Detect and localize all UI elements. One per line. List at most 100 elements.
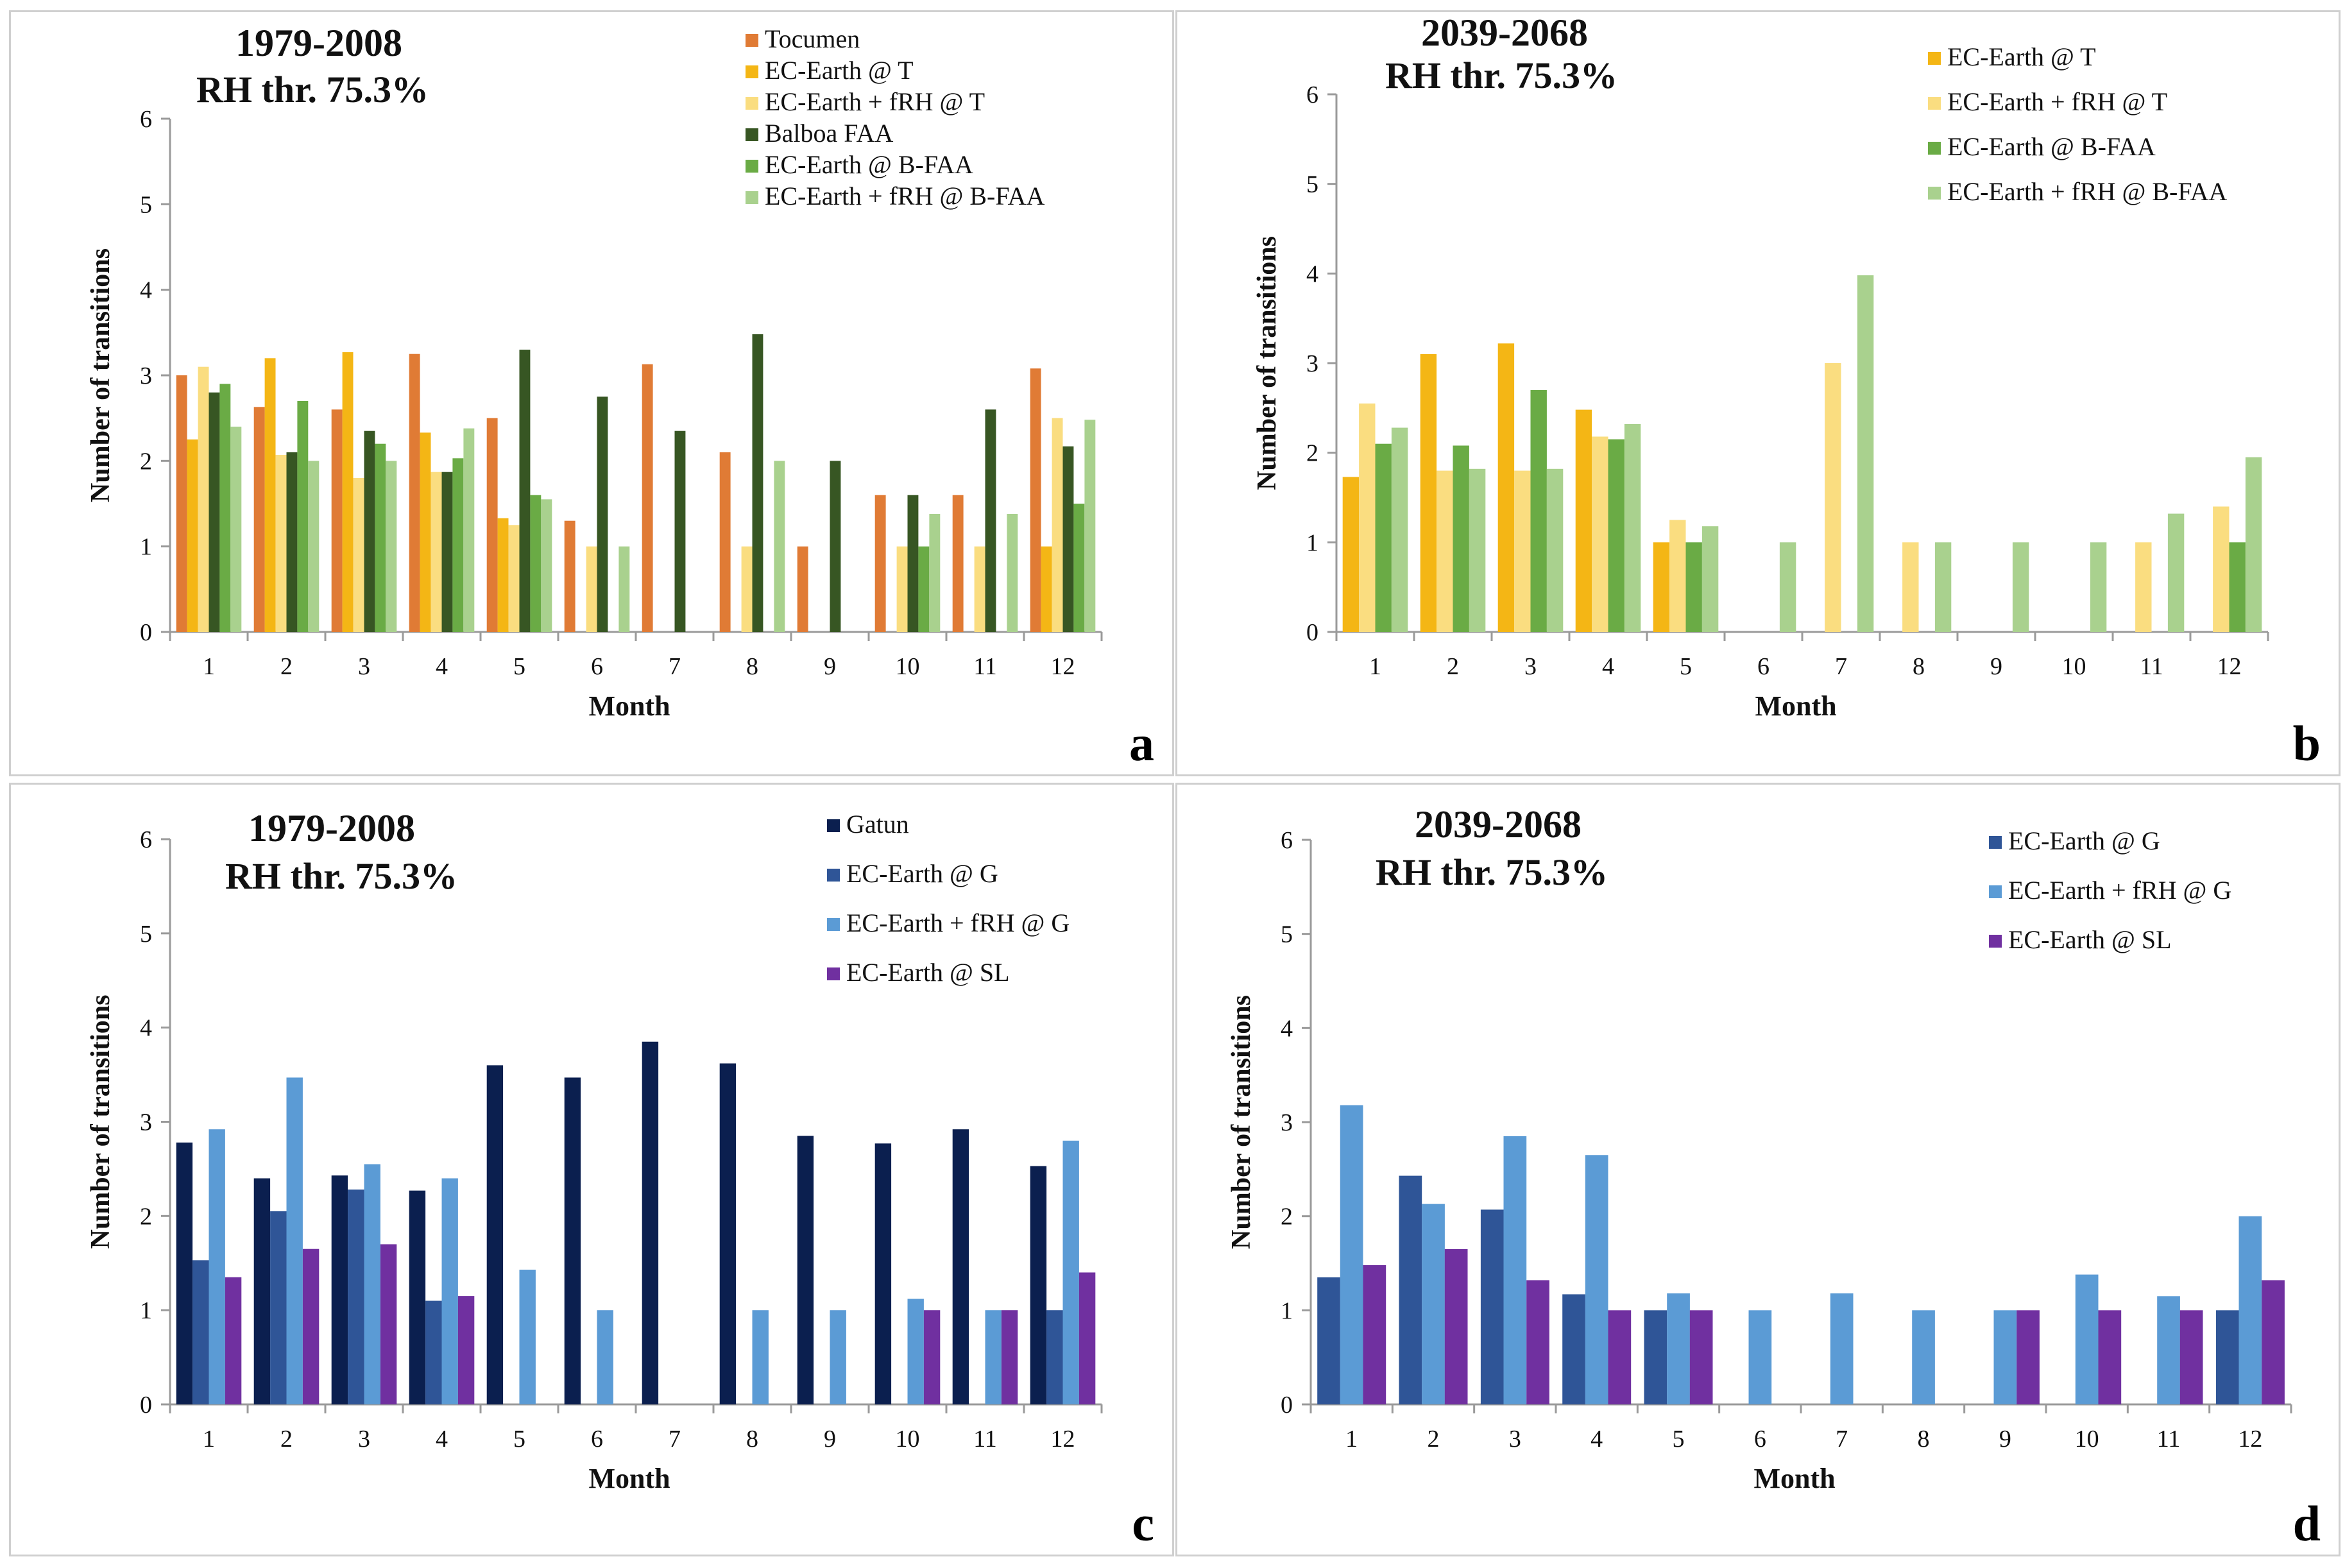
bar-ec-earth-t <box>1497 343 1515 632</box>
x-tick-label: 5 <box>513 1426 525 1453</box>
bar-gatun <box>253 1178 271 1404</box>
bar-ec-earth-sl <box>1526 1280 1549 1404</box>
x-tick-label: 7 <box>1835 653 1847 680</box>
bar-ec-earth-frh-t <box>2213 506 2230 632</box>
bar-ec-earth-sl <box>1001 1310 1018 1404</box>
bar-balboa-faa <box>286 452 298 632</box>
bar-ec-earth-g <box>2215 1310 2239 1404</box>
legend-swatch <box>1989 935 2002 948</box>
y-tick-label: 1 <box>1306 529 1318 556</box>
bar-tocumen <box>409 354 420 632</box>
bar-gatun <box>719 1063 737 1404</box>
bar-ec-earth-frh-g <box>441 1178 458 1404</box>
x-tick-label: 12 <box>1051 653 1075 680</box>
bar-balboa-faa <box>597 396 608 632</box>
bar-ec-earth-sl <box>923 1310 941 1404</box>
bar-ec-earth-t <box>1575 409 1592 632</box>
x-tick-label: 4 <box>1590 1426 1603 1453</box>
bar-ec-earth-b-faa <box>530 495 541 632</box>
bar-balboa-faa <box>1062 446 1074 632</box>
bar-balboa-faa <box>441 472 453 632</box>
bar-ec-earth-frh-b-faa <box>386 461 397 632</box>
bar-ec-earth-frh-g <box>1993 1310 2017 1404</box>
y-axis-title: Number of transitions <box>86 995 115 1249</box>
bar-ec-earth-sl <box>302 1248 320 1404</box>
x-tick-label: 10 <box>2075 1426 2099 1453</box>
y-tick-label: 6 <box>140 826 152 853</box>
legend-swatch <box>1928 52 1941 65</box>
bar-ec-earth-t <box>420 432 431 632</box>
panel-letter: c <box>1132 1496 1154 1551</box>
bar-ec-earth-sl <box>457 1296 475 1404</box>
chart-threshold-title: RH thr. 75.3% <box>225 855 457 897</box>
bar-gatun <box>564 1077 581 1404</box>
bar-ec-earth-t <box>1653 542 1670 632</box>
bar-gatun <box>409 1190 426 1404</box>
bar-ec-earth-t <box>1041 546 1052 632</box>
y-tick-label: 2 <box>140 448 152 475</box>
y-tick-label: 4 <box>1306 260 1318 287</box>
y-tick-label: 0 <box>1306 619 1318 646</box>
bar-ec-earth-frh-t <box>508 525 520 632</box>
bar-tocumen <box>331 409 343 632</box>
legend-swatch <box>746 128 758 141</box>
legend-label: Gatun <box>846 810 909 839</box>
bar-ec-earth-frh-g <box>1830 1293 1854 1404</box>
bar-tocumen <box>564 520 576 632</box>
bar-ec-earth-frh-t <box>198 366 209 632</box>
bar-ec-earth-b-faa <box>1530 389 1547 632</box>
x-tick-label: 1 <box>1369 653 1381 680</box>
panel-letter: b <box>2293 715 2321 771</box>
bar-ec-earth-frh-g <box>1422 1204 1445 1404</box>
bar-ec-earth-frh-g <box>597 1310 613 1404</box>
x-tick-label: 9 <box>824 1426 836 1453</box>
y-tick-label: 6 <box>140 106 152 133</box>
legend-label: EC-Earth + fRH @ B-FAA <box>765 182 1045 210</box>
legend-label: EC-Earth + fRH @ G <box>846 908 1070 937</box>
y-tick-label: 0 <box>1281 1392 1293 1419</box>
y-tick-label: 2 <box>1281 1204 1293 1231</box>
bar-ec-earth-b-faa <box>1608 439 1624 632</box>
legend-label: EC-Earth @ SL <box>846 958 1010 987</box>
y-tick-label: 5 <box>1281 921 1293 948</box>
x-tick-label: 7 <box>669 1426 681 1453</box>
legend-swatch <box>827 819 840 832</box>
bar-ec-earth-frh-g <box>830 1310 846 1404</box>
legend-swatch <box>746 65 758 78</box>
bar-ec-earth-b-faa <box>1375 443 1392 632</box>
bar-ec-earth-g <box>1562 1294 1585 1404</box>
bar-ec-earth-b-faa <box>1685 542 1702 632</box>
bar-ec-earth-frh-t <box>1669 520 1686 632</box>
bar-gatun <box>874 1143 892 1404</box>
bar-ec-earth-b-faa <box>1453 445 1469 632</box>
bar-ec-earth-sl <box>1689 1310 1713 1404</box>
bar-ec-earth-b-faa <box>452 458 464 632</box>
y-axis-title: Number of transitions <box>86 248 115 502</box>
bar-ec-earth-sl <box>2179 1310 2203 1404</box>
legend-label: EC-Earth @ B-FAA <box>1947 132 2156 161</box>
y-tick-label: 6 <box>1281 827 1293 854</box>
x-tick-label: 10 <box>896 653 920 680</box>
bar-ec-earth-b-faa <box>297 401 309 632</box>
x-tick-label: 5 <box>1673 1426 1685 1453</box>
y-tick-label: 3 <box>140 362 152 389</box>
legend-label: EC-Earth + fRH @ T <box>1947 87 2167 116</box>
legend-label: EC-Earth @ G <box>2008 826 2160 855</box>
x-axis-title: Month <box>1753 1463 1835 1494</box>
bar-ec-earth-frh-b-faa <box>1701 526 1719 632</box>
bar-ec-earth-frh-t <box>1902 542 1919 632</box>
x-tick-label: 12 <box>1051 1426 1075 1453</box>
legend-label: EC-Earth + fRH @ G <box>2008 876 2231 905</box>
bar-gatun <box>1030 1166 1047 1404</box>
bar-balboa-faa <box>830 461 841 632</box>
bar-ec-earth-t <box>1420 354 1437 632</box>
bar-ec-earth-frh-b-faa <box>2090 542 2107 632</box>
y-tick-label: 3 <box>1281 1109 1293 1136</box>
bar-ec-earth-frh-t <box>974 546 985 632</box>
legend-label: EC-Earth @ B-FAA <box>765 150 973 179</box>
bar-ec-earth-frh-b-faa <box>1934 542 1952 632</box>
bar-ec-earth-b-faa <box>918 546 930 632</box>
legend-label: EC-Earth @ SL <box>2008 925 2172 954</box>
chart-period-title: 2039-2068 <box>1421 12 1588 54</box>
bar-ec-earth-g <box>1399 1175 1422 1404</box>
